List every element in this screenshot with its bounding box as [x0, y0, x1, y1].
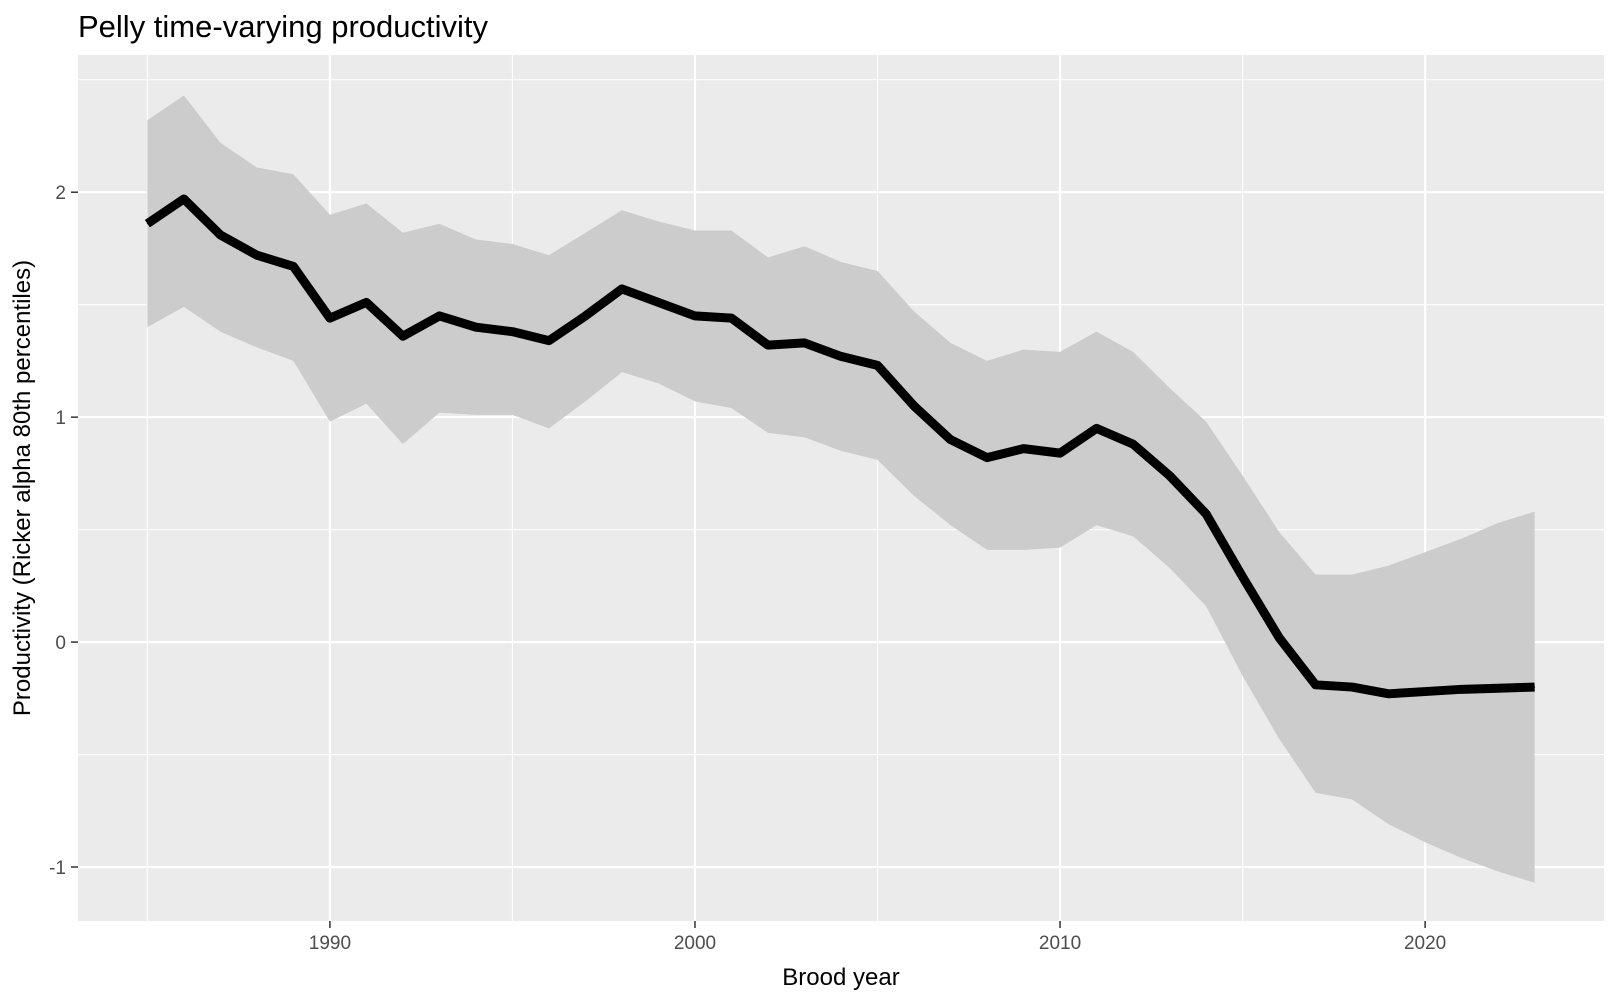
median-point: [1096, 427, 1098, 429]
y-tick-label: -1: [49, 858, 66, 879]
median-point: [1132, 443, 1134, 445]
median-point: [1424, 691, 1426, 693]
median-point: [183, 198, 185, 200]
y-axis-title: Productivity (Ricker alpha 80th percenti…: [9, 260, 36, 716]
x-axis: 1990 2000 2010 2020: [309, 921, 1446, 954]
median-point: [877, 364, 879, 366]
x-axis-title: Brood year: [782, 964, 899, 991]
median-point: [365, 301, 367, 303]
y-axis: -1 0 1 2: [49, 183, 78, 879]
median-point: [1461, 688, 1463, 690]
x-tick-label: 1990: [309, 933, 351, 954]
median-point: [621, 288, 623, 290]
median-point: [803, 342, 805, 344]
median-points: [146, 198, 1536, 695]
x-tick-label: 2020: [1404, 933, 1446, 954]
median-point: [840, 355, 842, 357]
x-tick-label: 2010: [1039, 933, 1081, 954]
median-point: [329, 317, 331, 319]
median-point: [1315, 684, 1317, 686]
median-point: [475, 326, 477, 328]
median-point: [1388, 693, 1390, 695]
median-point: [986, 457, 988, 459]
median-point: [584, 315, 586, 317]
median-point: [438, 315, 440, 317]
median-point: [767, 344, 769, 346]
median-point: [1242, 576, 1244, 578]
median-point: [1278, 637, 1280, 639]
median-point: [146, 223, 148, 225]
median-point: [1351, 686, 1353, 688]
median-point: [1497, 687, 1499, 689]
median-point: [292, 265, 294, 267]
x-tick-label: 2000: [674, 933, 716, 954]
median-point: [1023, 448, 1025, 450]
median-point: [730, 317, 732, 319]
median-point: [950, 439, 952, 441]
percentile-ribbon: [147, 95, 1535, 883]
y-tick-label: 2: [55, 183, 66, 204]
median-point: [694, 315, 696, 317]
median-point: [1059, 452, 1061, 454]
y-tick-label: 1: [55, 408, 66, 429]
median-point: [511, 331, 513, 333]
median-point: [402, 335, 404, 337]
median-point: [657, 301, 659, 303]
median-point: [1534, 686, 1536, 688]
median-point: [1205, 513, 1207, 515]
median-point: [1169, 475, 1171, 477]
median-point: [913, 405, 915, 407]
median-point: [548, 340, 550, 342]
y-tick-label: 0: [55, 633, 66, 654]
median-point: [256, 254, 258, 256]
median-point: [219, 234, 221, 236]
chart-title: Pelly time-varying productivity: [78, 9, 489, 44]
